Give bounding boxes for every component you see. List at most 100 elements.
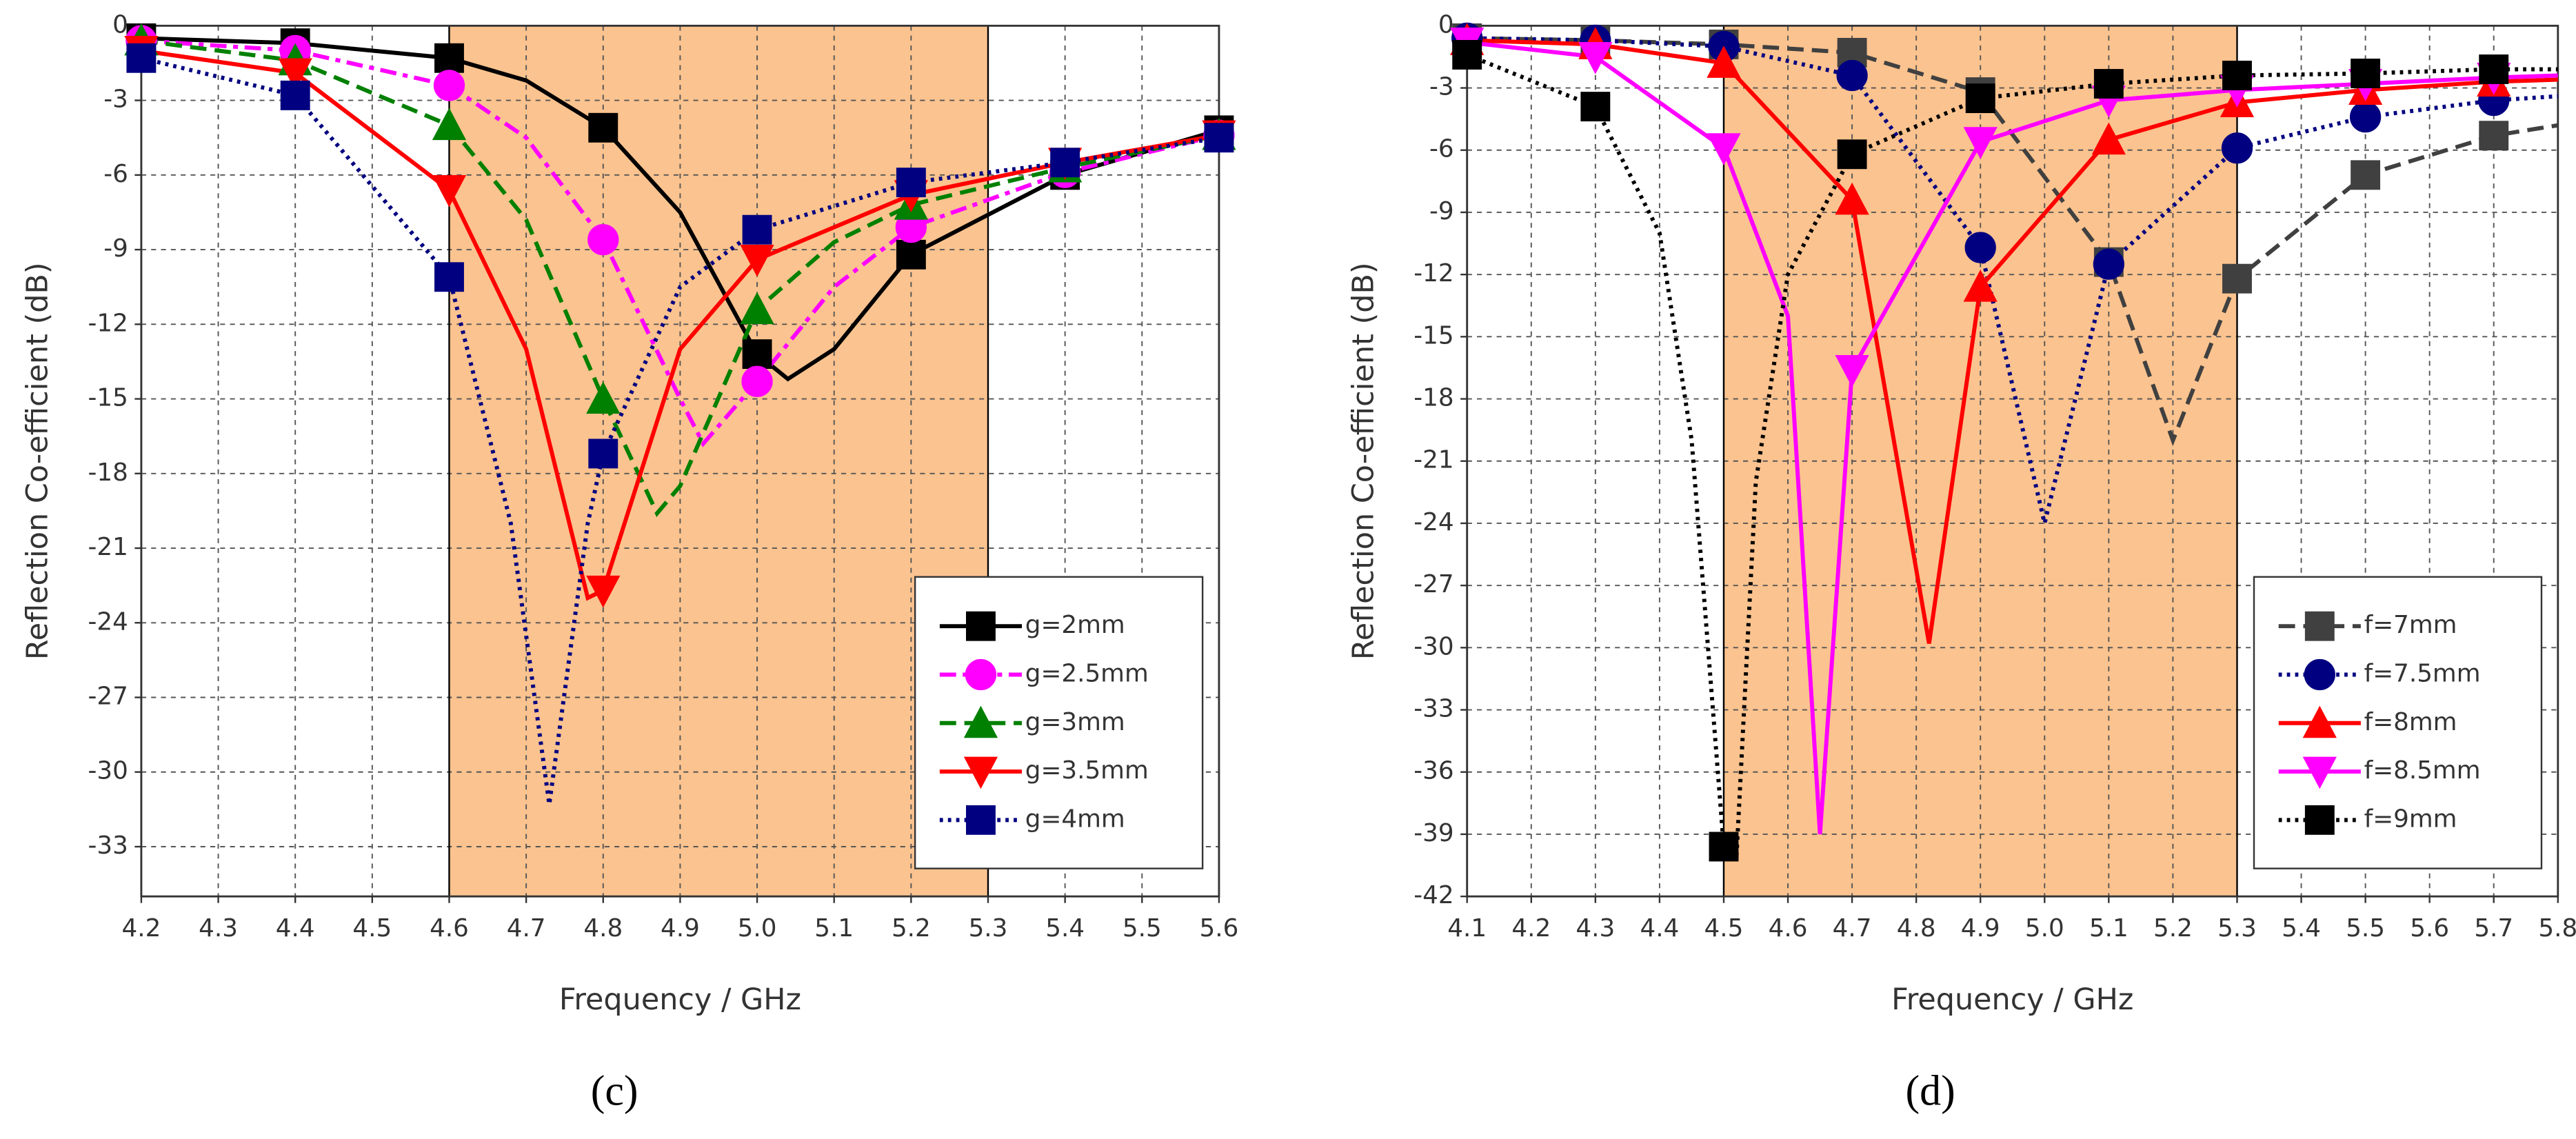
- y-tick-label: -3: [1429, 73, 1454, 101]
- legend-label: g=2mm: [1025, 611, 1125, 639]
- y-axis-label: Reflection Co-efficient (dB): [21, 262, 55, 660]
- y-tick-label: -12: [88, 309, 128, 337]
- x-tick-label: 5.1: [814, 914, 854, 943]
- plot-frame: [140, 24, 1220, 898]
- x-tick-label: 4.7: [507, 914, 546, 943]
- marker: [588, 439, 618, 469]
- marker: [742, 339, 772, 370]
- x-tick-label: 4.9: [1961, 914, 2000, 943]
- legend-label: g=4mm: [1025, 805, 1125, 833]
- x-tick-label: 5.3: [969, 914, 1008, 943]
- marker: [2302, 756, 2337, 789]
- x-tick-label: 5.6: [2410, 914, 2449, 943]
- y-tick-label: -9: [103, 234, 128, 263]
- y-tick-label: -18: [88, 458, 128, 487]
- marker: [2091, 122, 2126, 155]
- legend-label: f=7mm: [2364, 611, 2457, 639]
- marker: [1835, 182, 1869, 215]
- x-tick-label: 5.7: [2474, 914, 2513, 943]
- marker: [2351, 160, 2381, 190]
- marker: [432, 108, 467, 141]
- marker: [434, 262, 464, 292]
- y-tick-label: -24: [88, 607, 128, 636]
- x-tick-label: 4.5: [1704, 914, 1744, 943]
- marker: [1837, 139, 1867, 170]
- series-line: [1467, 40, 2558, 835]
- x-tick-label: 4.8: [583, 914, 623, 943]
- x-tick-label: 5.2: [2153, 914, 2193, 943]
- legend-label: f=9mm: [2364, 805, 2457, 833]
- x-tick-label: 4.9: [661, 914, 700, 943]
- legend-label: f=8mm: [2364, 708, 2457, 736]
- y-tick-label: -27: [1413, 570, 1453, 598]
- x-tick-label: 4.4: [276, 914, 315, 943]
- marker: [1050, 148, 1080, 178]
- marker: [2093, 69, 2124, 99]
- series-line: [141, 36, 1220, 382]
- y-tick-label: -21: [1413, 446, 1453, 474]
- legend-label: g=2.5mm: [1025, 659, 1149, 687]
- marker: [2479, 121, 2509, 151]
- marker: [1835, 355, 1869, 387]
- y-tick-label: 0: [1438, 10, 1454, 39]
- legend: f=7mm f=7.5mm f=8mm f=8.5mm f=9mm: [2253, 576, 2543, 869]
- y-tick-label: -36: [1413, 757, 1453, 785]
- marker: [1580, 92, 1611, 122]
- marker: [965, 658, 997, 691]
- y-tick-label: -24: [1413, 508, 1453, 536]
- x-tick-label: 5.4: [1045, 914, 1085, 943]
- marker: [1204, 123, 1234, 153]
- x-tick-label: 4.5: [352, 914, 392, 943]
- marker: [586, 575, 621, 608]
- series-line: [141, 39, 1220, 447]
- marker: [278, 58, 312, 91]
- highlight-band: [449, 26, 988, 897]
- y-tick-label: -18: [1413, 384, 1453, 412]
- chart: 4.2 4.3 4.4 4.5 4.6 4.7 4.8 4.9 5.0 5.1 5.2 5.3 5.4 5…: [21, 10, 1239, 1114]
- marker: [1707, 46, 1741, 78]
- legend: g=2mm g=2.5mm g=3mm g=3.5mm g=4mm: [914, 576, 1204, 869]
- marker: [280, 80, 310, 110]
- x-tick-label: 4.1: [1447, 914, 1487, 943]
- marker: [740, 245, 774, 277]
- series-line: [141, 39, 1220, 517]
- x-tick-label: 5.1: [2089, 914, 2129, 943]
- caption: (d): [1906, 1068, 1955, 1115]
- marker: [742, 214, 772, 245]
- marker: [2479, 54, 2509, 84]
- marker: [740, 292, 774, 325]
- x-tick-label: 5.0: [738, 914, 777, 943]
- x-tick-label: 4.8: [1897, 914, 1936, 943]
- series-line: [1466, 52, 2558, 859]
- y-tick-label: -6: [1429, 135, 1454, 163]
- marker: [1836, 59, 1868, 92]
- marker: [896, 168, 926, 198]
- plot-frame: [1466, 24, 2559, 898]
- y-tick-label: -6: [103, 160, 128, 188]
- chart: 4.1 4.2 4.3 4.4 4.5 4.6 4.7 4.8 4.9 5.0 5.1 5.2 5.3 5…: [1346, 10, 2576, 1114]
- marker: [434, 43, 464, 73]
- y-tick-label: -15: [1413, 321, 1453, 350]
- marker: [966, 611, 996, 641]
- y-tick-label: -21: [88, 533, 128, 561]
- y-tick-label: -30: [88, 757, 128, 785]
- x-tick-label: 5.8: [2538, 914, 2576, 943]
- marker: [966, 805, 996, 835]
- x-tick-label: 4.7: [1833, 914, 1872, 943]
- y-tick-label: -33: [88, 831, 128, 860]
- marker: [586, 381, 621, 414]
- marker: [741, 365, 773, 397]
- marker: [1963, 269, 1998, 302]
- marker: [433, 70, 465, 101]
- marker: [1707, 133, 1741, 165]
- x-tick-label: 4.2: [122, 914, 161, 943]
- x-tick-label: 5.4: [2282, 914, 2321, 943]
- marker: [1452, 39, 1482, 70]
- marker: [2304, 658, 2335, 691]
- y-tick-label: -33: [1413, 695, 1453, 723]
- x-tick-label: 4.6: [430, 914, 469, 943]
- x-tick-label: 5.2: [892, 914, 931, 943]
- x-tick-label: 4.2: [1511, 914, 1551, 943]
- marker: [2351, 59, 2381, 88]
